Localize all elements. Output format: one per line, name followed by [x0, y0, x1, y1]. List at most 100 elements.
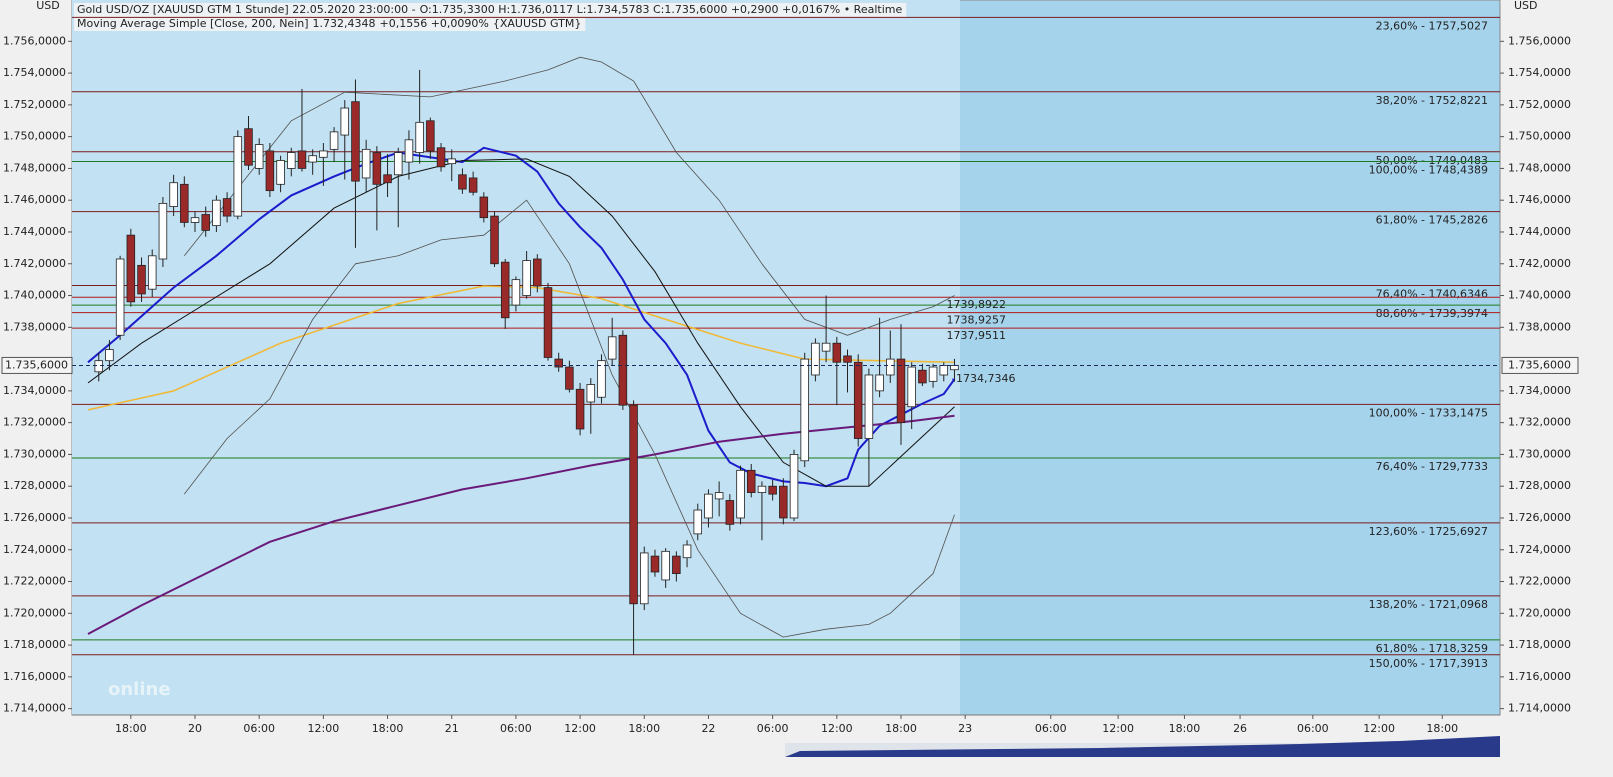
candle-body	[543, 287, 553, 358]
candle-body	[950, 365, 959, 371]
y-tick-label: 1.714,0000	[3, 702, 66, 715]
candle-body	[287, 152, 296, 169]
candle-body	[853, 361, 863, 439]
history-area	[72, 0, 960, 715]
header-text: 1.732,4348	[313, 17, 376, 30]
candle-body	[212, 199, 221, 227]
candle-body	[533, 258, 542, 287]
y-tick-label: 1.732,0000	[1508, 416, 1571, 429]
y-tick-label: 1.716,0000	[3, 670, 66, 683]
candle-body	[351, 101, 360, 182]
y-tick-label: 1.720,0000	[3, 606, 66, 619]
x-tick-label: 12:00	[1102, 722, 1134, 735]
candle-body	[147, 255, 157, 290]
y-tick-label: 1.718,0000	[3, 638, 66, 651]
x-tick-label: 18:00	[1426, 722, 1458, 735]
x-tick-label: 18:00	[885, 722, 917, 735]
price-level-label: 1738,9257	[947, 314, 1007, 327]
candle-body	[479, 196, 489, 219]
candle-body	[415, 121, 424, 153]
candle-body	[736, 469, 745, 519]
candle-body	[115, 258, 125, 336]
candle-body	[864, 374, 874, 439]
candle-body	[372, 152, 382, 185]
x-tick-label: 06:00	[243, 722, 275, 735]
candle-body	[597, 360, 606, 398]
fib-label: 61,80% - 1745,2826	[1376, 214, 1488, 227]
y-tick-label: 1.724,0000	[3, 543, 66, 556]
header-text: O:1.735,3300 H:1.736,0117 L:1.734,5783 C…	[420, 3, 903, 16]
x-tick-label: 22	[701, 722, 715, 735]
candle-body	[746, 469, 756, 493]
x-tick-label: 12:00	[1363, 722, 1395, 735]
fib-label: 100,00% - 1733,1475	[1369, 406, 1488, 419]
y-tick-label: 1.740,0000	[1508, 289, 1571, 302]
candle-body	[265, 150, 275, 192]
y-tick-label: 1.754,0000	[1508, 66, 1571, 79]
candle-body	[725, 500, 735, 525]
candle-body	[618, 334, 628, 406]
candle-body	[468, 177, 478, 193]
y-tick-label: 1.724,0000	[1508, 543, 1571, 556]
candle-body	[105, 349, 114, 362]
x-tick-label: 12:00	[564, 722, 596, 735]
candle-body	[704, 493, 713, 519]
x-tick-label: 26	[1233, 722, 1247, 735]
header-line-1: Gold USD/OZ [XAUUSD GTM 1 Stunde] 22.05.…	[74, 3, 907, 17]
x-tick-label: 06:00	[1035, 722, 1067, 735]
x-tick-label: 06:00	[1297, 722, 1329, 735]
candle-body	[383, 174, 392, 184]
candle-body	[607, 336, 617, 360]
candle-body	[832, 342, 842, 363]
candle-body	[511, 279, 521, 306]
candle-body	[308, 155, 317, 163]
x-tick-label: 21	[445, 722, 459, 735]
price-level-label: 1737,9511	[947, 329, 1007, 342]
candle-body	[522, 260, 531, 296]
candle-body	[447, 158, 456, 165]
currency-left: USD	[36, 0, 60, 12]
candle-body	[500, 261, 510, 319]
x-tick-label: 06:00	[757, 722, 789, 735]
indicator-line	[183, 199, 955, 638]
last-price-box	[1, 356, 73, 374]
y-tick-label: 1.748,0000	[1508, 161, 1571, 174]
fib-label: 38,20% - 1752,8221	[1376, 94, 1488, 107]
candle-body	[565, 366, 574, 390]
candle-body	[233, 136, 243, 217]
header-text: Gold USD/OZ [XAUUSD GTM 1 Stunde] 22.05.…	[77, 3, 416, 16]
candle-body	[928, 366, 938, 382]
y-tick-label: 1.738,0000	[1508, 320, 1571, 333]
candle-body	[319, 150, 328, 158]
y-tick-label: 1.754,0000	[3, 66, 66, 79]
x-tick-label: 06:00	[500, 722, 532, 735]
candle-body	[768, 485, 777, 495]
y-tick-label: 1.720,0000	[1508, 606, 1571, 619]
x-tick-label: 20	[188, 722, 202, 735]
candle-body	[789, 454, 799, 519]
logo: online	[108, 679, 171, 700]
indicator-line	[87, 158, 955, 487]
candle-body	[169, 182, 178, 207]
candle-body	[329, 131, 339, 150]
candle-body	[297, 150, 307, 169]
candle-body	[811, 342, 820, 376]
y-tick-label: 1.714,0000	[1508, 702, 1571, 715]
indicator-line	[87, 414, 955, 635]
y-tick-label: 1.716,0000	[1508, 670, 1571, 683]
fib-label: 88,60% - 1739,3974	[1376, 307, 1488, 320]
candle-body	[158, 202, 168, 260]
candle-body	[222, 198, 232, 217]
y-tick-label: 1.738,0000	[3, 320, 66, 333]
y-tick-label: 1.752,0000	[1508, 98, 1571, 111]
candle-body	[800, 358, 809, 462]
header-text: Moving Average Simple [Close, 200, Nein]	[77, 17, 309, 30]
candle-body	[244, 128, 253, 166]
candle-body	[180, 183, 189, 223]
candle-body	[426, 120, 435, 152]
fib-label: 61,80% - 1718,3259	[1376, 642, 1488, 655]
y-tick-label: 1.746,0000	[1508, 193, 1571, 206]
header-background	[74, 3, 907, 17]
y-tick-label: 1.744,0000	[1508, 225, 1571, 238]
candle-body	[554, 358, 563, 368]
